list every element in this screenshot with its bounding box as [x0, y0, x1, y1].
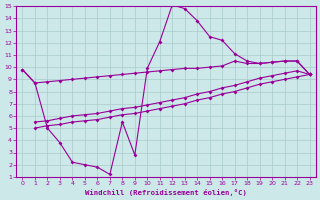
X-axis label: Windchill (Refroidissement éolien,°C): Windchill (Refroidissement éolien,°C): [85, 189, 247, 196]
